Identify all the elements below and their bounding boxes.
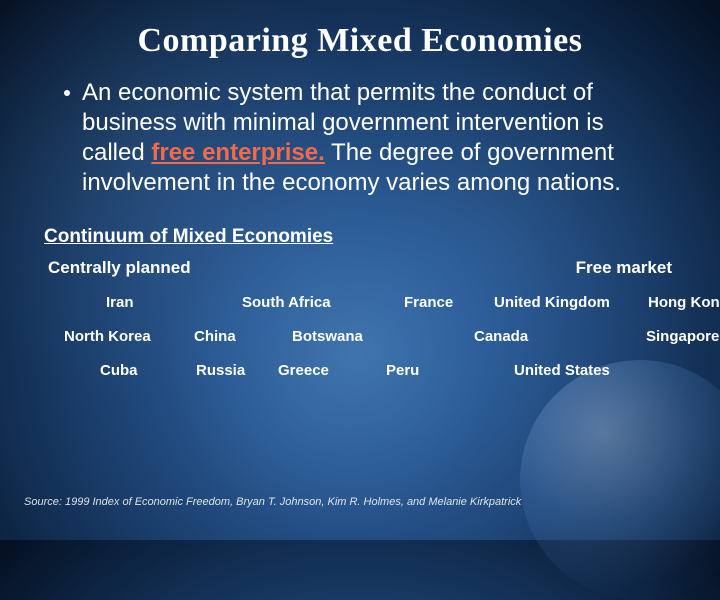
- continuum-country: France: [404, 294, 453, 311]
- continuum-country: Peru: [386, 362, 419, 379]
- continuum-row-3: Cuba Russia Greece Peru United States: [44, 362, 676, 382]
- continuum-country: Cuba: [100, 362, 138, 379]
- continuum-country: North Korea: [64, 328, 151, 345]
- continuum-country: Iran: [106, 294, 134, 311]
- source-citation: Source: 1999 Index of Economic Freedom, …: [24, 496, 521, 508]
- continuum-country: United States: [514, 362, 610, 379]
- axis-right-label: Free market: [576, 258, 672, 278]
- continuum-diagram: IranSouth AfricaFranceUnited KingdomHong…: [40, 294, 680, 382]
- continuum-subheading: Continuum of Mixed Economies: [44, 226, 680, 248]
- continuum-country: Botswana: [292, 328, 363, 345]
- continuum-country: United Kingdom: [494, 294, 610, 311]
- continuum-country: China: [194, 328, 236, 345]
- slide-title: Comparing Mixed Economies: [40, 22, 680, 60]
- continuum-country: South Africa: [242, 294, 331, 311]
- continuum-row-1: IranSouth AfricaFranceUnited KingdomHong…: [44, 294, 676, 314]
- continuum-country: Greece: [278, 362, 329, 379]
- slide: Comparing Mixed Economies An economic sy…: [0, 0, 720, 540]
- axis-labels: Centrally planned Free market: [40, 258, 680, 278]
- continuum-country: Hong Kong: [648, 294, 720, 311]
- bullet-dot-icon: [64, 90, 70, 96]
- axis-left-label: Centrally planned: [48, 258, 191, 278]
- keyword-free-enterprise: free enterprise.: [151, 139, 324, 166]
- continuum-country: Singapore: [646, 328, 719, 345]
- bullet-text: An economic system that permits the cond…: [82, 78, 672, 198]
- continuum-country: Canada: [474, 328, 528, 345]
- continuum-row-2: North KoreaChinaBotswanaCanadaSingapore: [44, 328, 676, 348]
- bullet-item: An economic system that permits the cond…: [40, 78, 680, 198]
- continuum-country: Russia: [196, 362, 245, 379]
